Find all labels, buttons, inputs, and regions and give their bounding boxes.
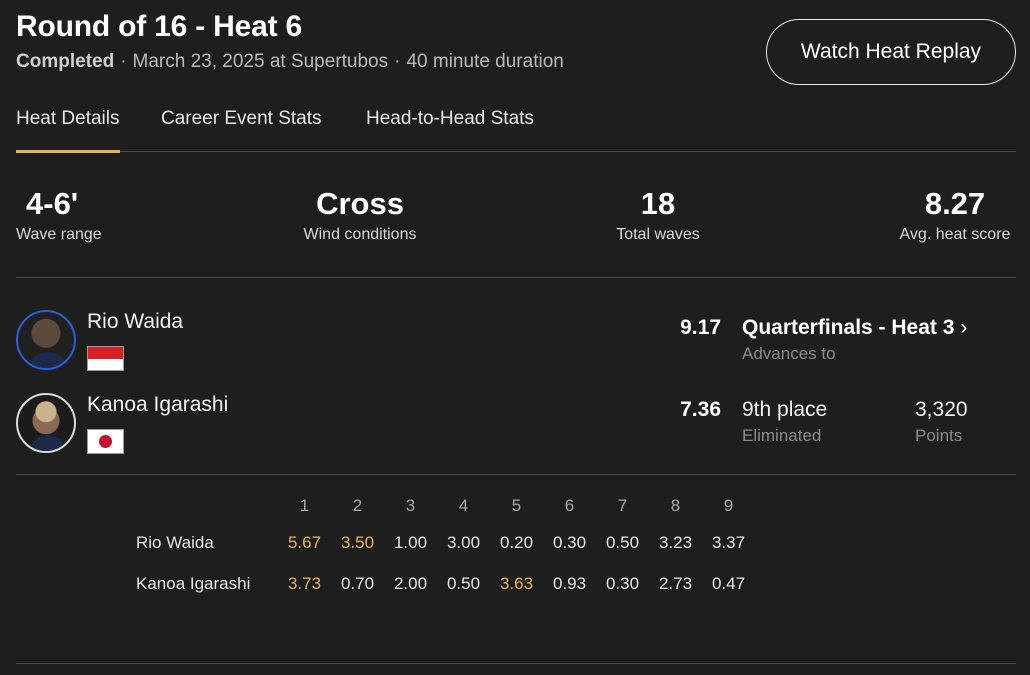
avatar-kanoa-igarashi[interactable] [16, 393, 76, 453]
column-header: 4 [458, 496, 469, 515]
wave-score: 3.00 [446, 532, 481, 552]
result-label: Eliminated [742, 426, 822, 445]
wave-score: 1.00 [393, 532, 428, 552]
stat-avg-heat-score: 8.27 Avg. heat score [890, 186, 1020, 244]
watch-heat-replay-button[interactable]: Watch Heat Replay [766, 19, 1016, 85]
column-header [128, 490, 278, 522]
column-header: 8 [670, 496, 681, 515]
wave-score: 0.30 [605, 573, 640, 593]
result-text: 9th place [742, 398, 828, 421]
stat-label: Total waves [616, 226, 700, 243]
table-row: Kanoa Igarashi 3.73 0.70 2.00 0.50 3.63 … [128, 563, 755, 604]
separator-dot: · [394, 51, 401, 72]
stat-label: Avg. heat score [899, 226, 1011, 243]
wave-score: 3.37 [711, 532, 746, 552]
table-header-row: 1 2 3 4 5 6 7 8 9 [128, 490, 755, 522]
points-label: Points [915, 426, 963, 445]
heat-duration: 40 minute duration [406, 51, 564, 72]
stat-value: 4-6' [26, 186, 79, 221]
divider [16, 663, 1016, 664]
wave-score: 0.50 [605, 532, 640, 552]
heat-date-location: March 23, 2025 at Supertubos [132, 51, 389, 72]
row-surfer-name: Rio Waida [136, 532, 214, 552]
stat-wind-conditions: Cross Wind conditions [290, 186, 430, 244]
wave-score: 3.23 [658, 532, 693, 552]
quarterfinals-link[interactable]: Quarterfinals - Heat 3 › [742, 316, 967, 340]
wave-score: 0.70 [340, 573, 375, 593]
wave-score: 2.00 [393, 573, 428, 593]
wave-scores-table: 1 2 3 4 5 6 7 8 9 Rio Waida 5.67 3.50 1.… [128, 490, 755, 604]
result-label: Advances to [742, 344, 836, 363]
result-text: Quarterfinals - Heat 3 [742, 316, 955, 339]
column-header: 7 [617, 496, 628, 515]
column-header: 1 [299, 496, 310, 515]
heat-title: Round of 16 - Heat 6 [16, 10, 303, 43]
heat-subline: Completed · March 23, 2025 at Supertubos · 4… [16, 51, 564, 73]
wave-score: 3.73 [287, 573, 322, 593]
column-header: 5 [511, 496, 522, 515]
divider [16, 474, 1016, 475]
heat-score: 7.36 [680, 398, 721, 421]
tab-heat-details[interactable]: Heat Details [16, 108, 120, 153]
stat-value: Cross [316, 186, 404, 221]
stat-label: Wind conditions [303, 226, 417, 243]
column-header: 3 [405, 496, 416, 515]
wave-score: 3.50 [340, 532, 375, 552]
wave-score: 5.67 [287, 532, 322, 552]
column-header: 2 [352, 496, 363, 515]
divider [16, 277, 1016, 278]
heat-score: 9.17 [680, 316, 721, 339]
surfer-name[interactable]: Rio Waida [87, 310, 184, 333]
column-header: 6 [564, 496, 575, 515]
japan-flag-icon [87, 429, 124, 454]
stat-total-waves: 18 Total waves [598, 186, 718, 244]
stat-value: 18 [640, 186, 676, 221]
wave-score: 0.47 [711, 573, 746, 593]
chevron-right-icon: › [960, 316, 968, 339]
separator-dot: · [120, 51, 127, 72]
avatar-rio-waida[interactable] [16, 310, 76, 370]
points-value: 3,320 [915, 398, 968, 421]
wave-score: 0.20 [499, 532, 534, 552]
stat-label: Wave range [16, 226, 102, 243]
wave-score: 2.73 [658, 573, 693, 593]
tab-bar: Heat Details Career Event Stats Head-to-… [16, 104, 1016, 153]
tab-head-to-head-stats[interactable]: Head-to-Head Stats [366, 108, 534, 129]
surfer-name[interactable]: Kanoa Igarashi [87, 393, 229, 416]
stat-wave-range: 4-6' Wave range [16, 186, 102, 244]
tab-career-event-stats[interactable]: Career Event Stats [161, 108, 322, 129]
column-header: 9 [723, 496, 734, 515]
wave-score: 0.30 [552, 532, 587, 552]
wave-score: 0.93 [552, 573, 587, 593]
indonesia-flag-icon [87, 346, 124, 371]
wave-score: 3.63 [499, 573, 534, 593]
heat-status: Completed [16, 51, 115, 72]
row-surfer-name: Kanoa Igarashi [136, 573, 251, 593]
wave-score: 0.50 [446, 573, 481, 593]
table-row: Rio Waida 5.67 3.50 1.00 3.00 0.20 0.30 … [128, 522, 755, 563]
stat-value: 8.27 [924, 186, 986, 221]
